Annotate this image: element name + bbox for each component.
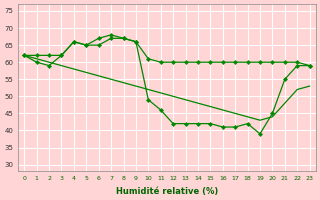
X-axis label: Humidité relative (%): Humidité relative (%): [116, 187, 218, 196]
